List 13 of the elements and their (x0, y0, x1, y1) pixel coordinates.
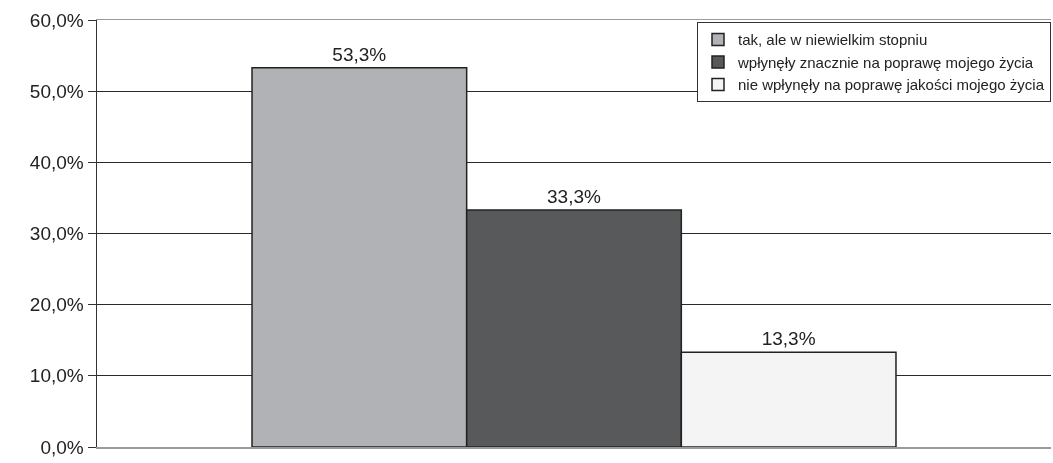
y-tick-label: 50,0% (29, 80, 84, 102)
y-tick-label: 0,0% (40, 436, 84, 458)
y-tick-label: 60,0% (29, 9, 84, 31)
legend-label: tak, ale w niewielkim stopniu (738, 31, 928, 49)
data-label: 33,3% (547, 186, 601, 208)
legend-label: nie wpłynęły na poprawę jakości mojego życia (738, 76, 1045, 94)
y-tick-label: 10,0% (29, 365, 84, 387)
y-tick-label: 30,0% (29, 223, 84, 245)
data-label: 53,3% (332, 43, 387, 65)
y-tick-label: 40,0% (29, 151, 84, 173)
data-label: 13,3% (761, 328, 816, 350)
y-tick-label: 20,0% (29, 294, 84, 316)
legend-label: wpłynęły znacznie na poprawę mojego życia (737, 53, 1034, 71)
